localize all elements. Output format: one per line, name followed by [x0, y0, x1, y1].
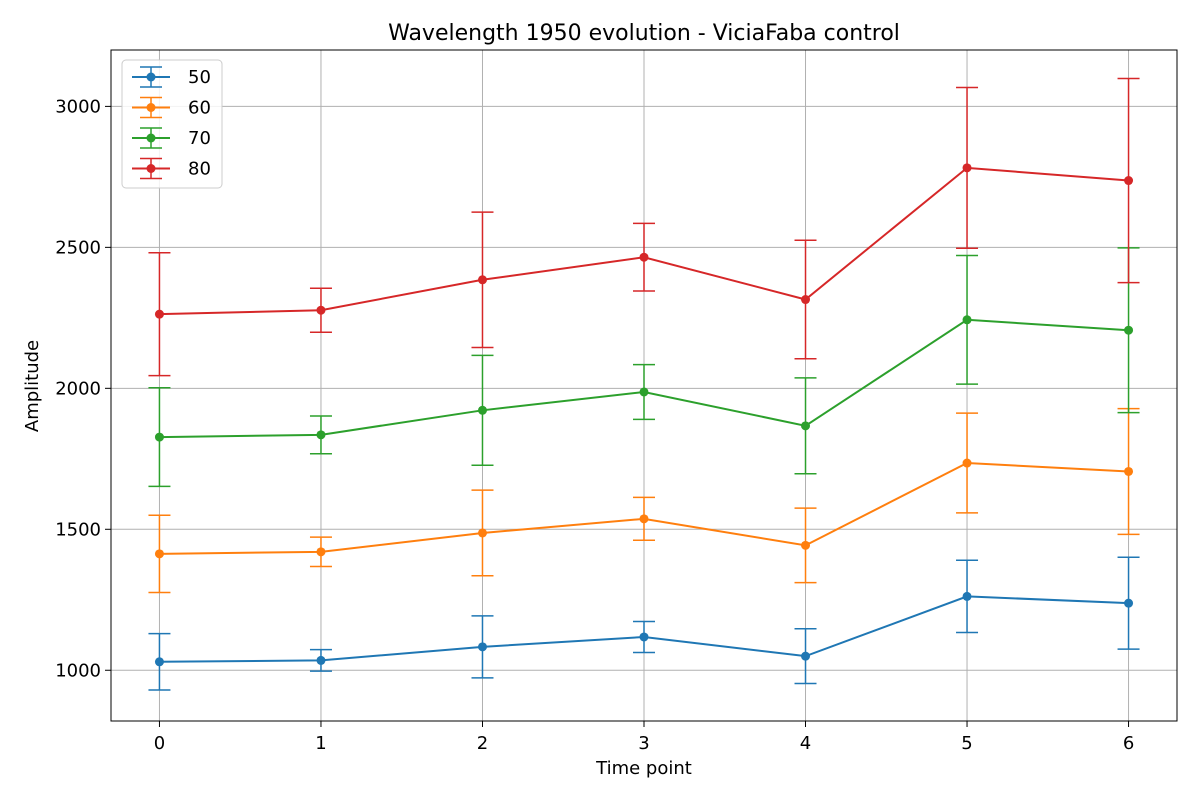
data-point [316, 430, 326, 440]
legend-entry: 50 [132, 66, 211, 88]
legend-marker [146, 164, 156, 173]
data-point [962, 315, 972, 325]
x-axis-label: Time point [595, 758, 692, 779]
data-point [639, 252, 649, 262]
legend-label: 80 [188, 159, 211, 180]
legend-entry: 70 [132, 127, 211, 149]
data-point [801, 540, 811, 550]
x-tick-label: 5 [961, 733, 972, 754]
x-tick-label: 0 [154, 733, 165, 754]
legend-box [121, 59, 223, 189]
legend-entry: 60 [132, 96, 211, 119]
data-point [639, 514, 649, 524]
legend-marker [146, 103, 156, 112]
data-point [962, 591, 972, 601]
data-point [316, 547, 326, 557]
legend-label: 50 [188, 67, 211, 88]
data-point [639, 387, 649, 397]
x-tick-label: 1 [315, 733, 326, 754]
data-point [801, 295, 811, 305]
legend-label: 60 [188, 98, 211, 119]
series-50 [148, 556, 1140, 691]
series-80 [148, 77, 1140, 377]
legend-marker [146, 133, 156, 143]
x-tick-label: 3 [638, 733, 649, 754]
data-point [801, 421, 811, 431]
chart-title: Wavelength 1950 evolution - ViciaFaba co… [388, 21, 900, 46]
x-tick-label: 4 [800, 733, 811, 754]
data-point [316, 655, 326, 665]
legend-label: 70 [188, 128, 211, 149]
data-point [639, 632, 649, 642]
x-tick-label: 2 [477, 733, 488, 754]
series-60 [148, 407, 1140, 594]
data-point [1124, 176, 1134, 186]
data-point [962, 163, 972, 173]
data-point [477, 528, 487, 538]
data-point [316, 305, 326, 315]
data-point [154, 549, 164, 559]
data-point [1124, 466, 1134, 476]
y-tick-label: 1500 [55, 519, 101, 540]
legend: 50 60 70 80 [121, 59, 223, 189]
data-point [962, 458, 972, 468]
data-point [801, 651, 811, 661]
legend-entry: 80 [132, 157, 211, 180]
y-tick-label: 2000 [55, 378, 101, 399]
data-point [1124, 325, 1134, 335]
y-axis-label: Amplitude [22, 340, 43, 432]
legend-marker [146, 72, 156, 82]
x-tick-label: 6 [1123, 733, 1134, 754]
y-tick-label: 1000 [55, 660, 101, 681]
data-point [154, 657, 164, 667]
data-point [154, 309, 164, 319]
series-layer [148, 77, 1140, 691]
y-tick-label: 3000 [55, 96, 101, 117]
data-point [154, 432, 164, 442]
ticks: 0 1 2 3 4 5 6 1000 1500 2000 2500 3000 [55, 96, 1134, 754]
data-point [1124, 598, 1134, 608]
data-point [477, 405, 487, 415]
data-point [477, 642, 487, 652]
data-point [477, 275, 487, 285]
y-tick-label: 2500 [55, 237, 101, 258]
